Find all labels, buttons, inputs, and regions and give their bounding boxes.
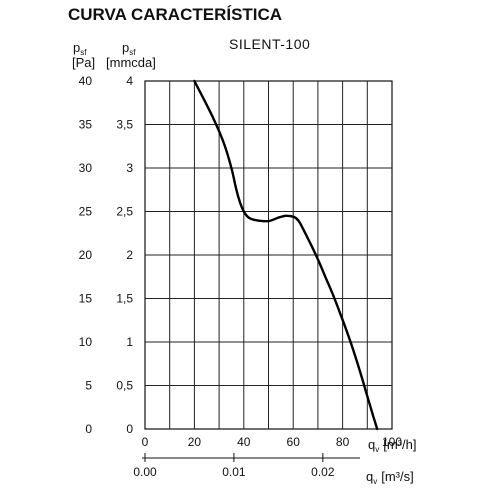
left-y-tick-label: 20: [79, 248, 93, 262]
left-y-tick-label: 25: [79, 205, 93, 219]
right-y-tick-label: 3,5: [116, 118, 133, 132]
left-y-tick-label: 40: [79, 74, 93, 88]
x-secondary-tick-label: 0.00: [133, 465, 157, 479]
left-y-axis-unit: [Pa]: [72, 55, 95, 70]
left-y-tick-label: 35: [79, 118, 93, 132]
x-primary-tick-label: 40: [237, 435, 251, 449]
right-y-tick-label: 0,5: [116, 379, 133, 393]
x-secondary-tick-label: 0.01: [222, 465, 246, 479]
right-y-axis-symbol: psf: [122, 40, 136, 57]
x-primary-tick-label: 80: [336, 435, 350, 449]
x-secondary-tick-label: 0.02: [311, 465, 335, 479]
right-y-tick-label: 4: [126, 74, 133, 88]
right-y-tick-label: 0: [126, 422, 133, 436]
x-primary-tick-label: 0: [142, 435, 149, 449]
right-y-tick-label: 1: [126, 335, 133, 349]
x-axis-primary-label: qv [m³/h]: [368, 437, 416, 454]
model-label: SILENT-100: [229, 36, 310, 52]
right-y-tick-label: 2,5: [116, 205, 133, 219]
left-y-tick-label: 10: [79, 335, 93, 349]
left-y-axis-symbol: psf: [73, 40, 87, 57]
x-primary-tick-label: 60: [287, 435, 301, 449]
fan-curve-line: [193, 79, 379, 431]
chart-title: CURVA CARACTERÍSTICA: [68, 5, 282, 24]
right-y-tick-label: 3: [126, 161, 133, 175]
x-primary-tick-label: 100: [382, 435, 402, 449]
left-y-tick-label: 30: [79, 161, 93, 175]
right-y-tick-label: 1,5: [116, 292, 133, 306]
right-y-tick-label: 2: [126, 248, 133, 262]
left-y-tick-label: 0: [85, 422, 92, 436]
right-y-axis-unit: [mmcda]: [106, 55, 156, 70]
left-y-tick-label: 5: [85, 379, 92, 393]
x-primary-tick-label: 20: [188, 435, 202, 449]
left-y-tick-label: 15: [79, 292, 93, 306]
x-axis-secondary-label: qv [m³/s]: [366, 469, 414, 486]
